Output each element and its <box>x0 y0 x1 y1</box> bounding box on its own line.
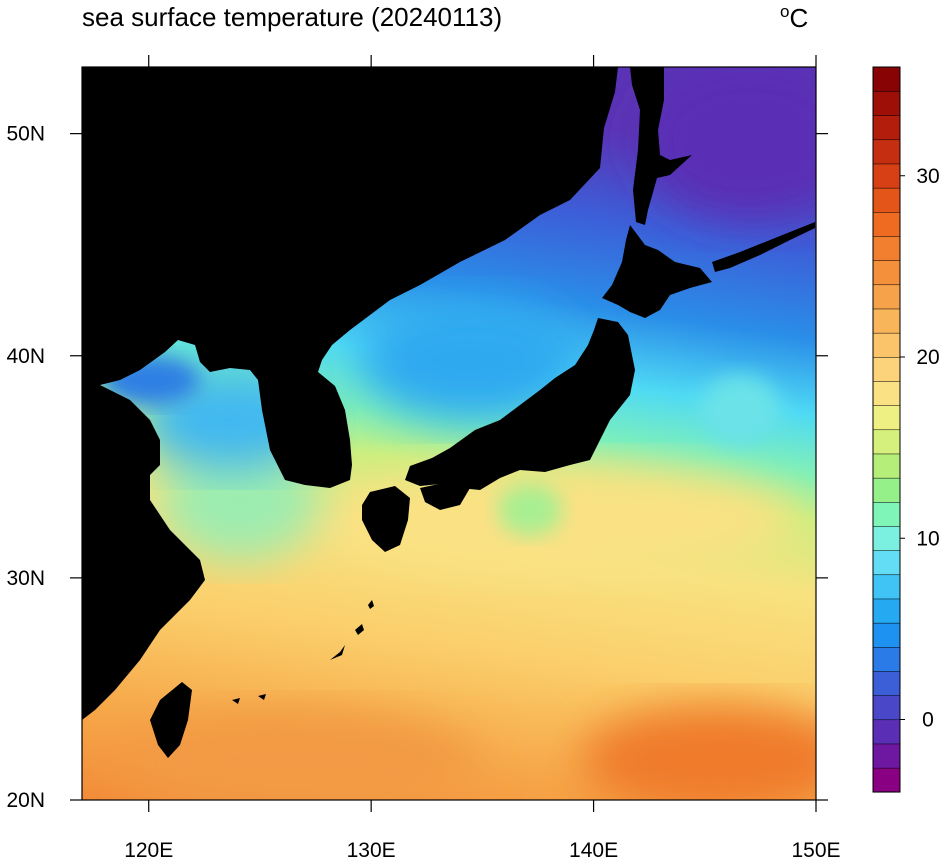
colorbar-segment <box>872 332 901 358</box>
colorbar-segment <box>872 646 901 672</box>
colorbar-frame <box>872 66 901 793</box>
colorbar-segment <box>872 187 901 213</box>
y-tick-label: 40N <box>6 345 45 368</box>
colorbar-segment <box>872 308 901 334</box>
degree-symbol: o <box>780 2 790 21</box>
colorbar-segment <box>872 695 901 721</box>
colorbar-segment <box>872 550 901 576</box>
colorbar-segment <box>872 163 901 189</box>
hokkaido-island <box>602 225 712 318</box>
colorbar-segment <box>872 477 901 503</box>
colorbar-segment <box>872 284 901 310</box>
y-tick-label: 20N <box>6 789 45 812</box>
colorbar-segment <box>872 260 901 286</box>
colorbar-segment <box>872 501 901 527</box>
colorbar-segment <box>872 66 901 92</box>
x-tick-label: 130E <box>347 839 396 858</box>
colorbar-tick-label: 0 <box>922 709 934 732</box>
colorbar-segment <box>872 380 901 406</box>
map-axis-ticks: 120E 130E 140E 150E 20N 30N 40N 50N <box>6 55 841 858</box>
colorbar-tick-label: 10 <box>916 527 939 550</box>
plot-frame <box>81 66 817 801</box>
sakhalin-island <box>630 67 692 225</box>
chart-title: sea surface temperature (20240113) <box>82 2 503 32</box>
shikoku-island <box>420 482 470 510</box>
x-tick-label: 120E <box>124 839 173 858</box>
colorbar-segment <box>872 139 901 165</box>
y-tick-label: 50N <box>6 123 45 146</box>
colorbar-segment <box>872 719 901 745</box>
x-tick-label: 140E <box>569 839 618 858</box>
colorbar-segment <box>872 115 901 141</box>
colorbar-segment <box>872 356 901 382</box>
cold-eddy-east-of-japan <box>700 375 780 445</box>
honshu-island <box>405 318 635 490</box>
x-tick-label: 150E <box>791 839 840 858</box>
colorbar-segment <box>872 598 901 624</box>
colorbar-segment <box>872 622 901 648</box>
sea-temperature-features <box>100 67 816 800</box>
colorbar-segment <box>872 429 901 455</box>
colorbar-segment <box>872 90 901 116</box>
sea-of-japan-cool <box>360 300 580 420</box>
colorbar-tick-label: 20 <box>916 346 939 369</box>
colorbar: 0 10 20 30 <box>872 66 940 793</box>
units-label: oC <box>780 2 808 34</box>
colorbar-segment <box>872 767 901 793</box>
okhotsk-cold <box>640 67 816 220</box>
map-plot-area <box>82 67 816 800</box>
colorbar-segment <box>872 743 901 769</box>
units-letter: C <box>789 3 809 33</box>
kuril-islands <box>712 222 815 272</box>
colorbar-segment <box>872 670 901 696</box>
colorbar-segment <box>872 211 901 237</box>
colorbar-segment <box>872 405 901 431</box>
cold-eddy-south-of-japan <box>498 484 562 536</box>
warm-pool-south <box>120 710 480 800</box>
asian-mainland <box>82 67 618 720</box>
warm-pool-east <box>580 705 816 800</box>
colorbar-segment <box>872 235 901 261</box>
kyushu-island <box>362 486 410 552</box>
colorbar-segment <box>872 453 901 479</box>
colorbar-segment <box>872 525 901 551</box>
colorbar-tick-label: 30 <box>916 165 939 188</box>
y-tick-label: 30N <box>6 567 45 590</box>
colorbar-segment <box>872 574 901 600</box>
land-mask <box>82 67 815 758</box>
taiwan-island <box>150 682 192 758</box>
